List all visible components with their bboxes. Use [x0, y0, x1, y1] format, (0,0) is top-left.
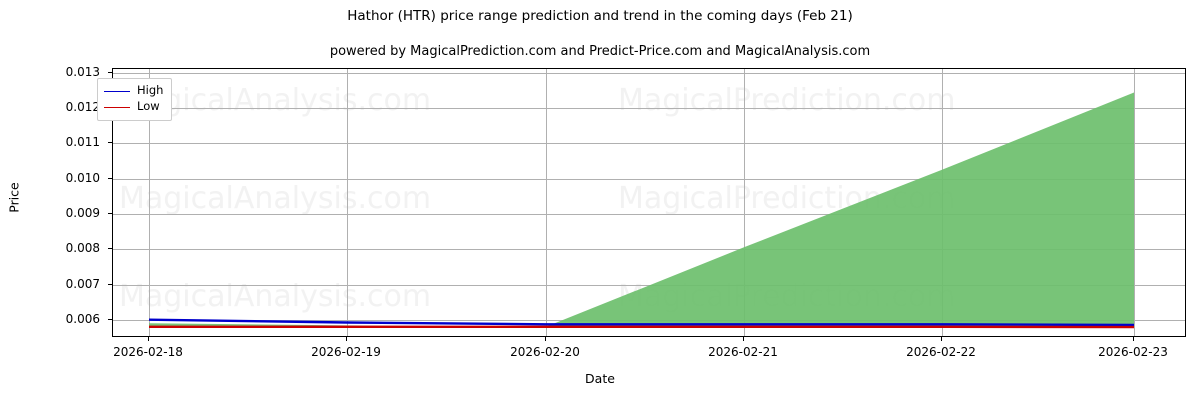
ytick-mark [108, 248, 112, 249]
xtick-mark [545, 337, 546, 341]
ytick-mark [108, 142, 112, 143]
plot-inner: MagicalAnalysis.com MagicalPrediction.co… [113, 69, 1185, 336]
gridline-x-2026-02-19 [347, 69, 348, 336]
plot-area: MagicalAnalysis.com MagicalPrediction.co… [112, 68, 1186, 337]
gridline-x-2026-02-21 [744, 69, 745, 336]
chart-subtitle: powered by MagicalPrediction.com and Pre… [329, 44, 871, 59]
series-layer [148, 92, 1135, 329]
x-axis-title: Date [585, 371, 615, 386]
gridline-x-2026-02-23 [1134, 69, 1135, 336]
ytick-label-0.006: 0.006 [65, 312, 100, 326]
xtick-mark [1133, 337, 1134, 341]
series-line-high [148, 318, 1135, 327]
xtick-label-2026-02-19: 2026-02-19 [311, 345, 381, 359]
ytick-label-0.007: 0.007 [65, 277, 100, 291]
legend-line-icon-low [104, 106, 130, 108]
ytick-mark [108, 284, 112, 285]
legend-line-icon-high [104, 90, 130, 92]
chart-title: Hathor (HTR) price range prediction and … [347, 8, 853, 24]
legend-item-low[interactable]: Low [104, 99, 163, 115]
ytick-label-0.011: 0.011 [65, 135, 100, 149]
watermark-text: MagicalAnalysis.com [119, 279, 432, 314]
xtick-mark [941, 337, 942, 341]
legend-label-high: High [137, 83, 164, 98]
xtick-label-2026-02-22: 2026-02-22 [906, 345, 976, 359]
gridline-y-0.013 [113, 73, 1185, 74]
gridline-y-0.009 [113, 214, 1185, 215]
chart-legend: High Low [97, 78, 173, 121]
ytick-label-0.012: 0.012 [65, 100, 100, 114]
ytick-mark [108, 319, 112, 320]
legend-label-low: Low [137, 99, 160, 114]
ytick-label-0.008: 0.008 [65, 241, 100, 255]
ytick-mark [108, 72, 112, 73]
gridline-x-2026-02-20 [546, 69, 547, 336]
xtick-label-2026-02-20: 2026-02-20 [510, 345, 580, 359]
ytick-mark [108, 213, 112, 214]
xtick-label-2026-02-21: 2026-02-21 [708, 345, 778, 359]
ytick-label-0.009: 0.009 [65, 206, 100, 220]
xtick-mark [743, 337, 744, 341]
series-area-trend-band [149, 92, 1134, 328]
xtick-mark [148, 337, 149, 341]
gridline-y-0.008 [113, 249, 1185, 250]
gridline-y-0.011 [113, 143, 1185, 144]
gridline-y-0.012 [113, 108, 1185, 109]
ytick-label-0.013: 0.013 [65, 65, 100, 79]
xtick-label-2026-02-23: 2026-02-23 [1098, 345, 1168, 359]
ytick-label-0.010: 0.010 [65, 171, 100, 185]
ytick-mark [108, 178, 112, 179]
y-axis-title: Price [6, 182, 22, 213]
gridline-x-2026-02-18 [149, 69, 150, 336]
gridline-y-0.010 [113, 179, 1185, 180]
watermark-text: MagicalPrediction.com [618, 83, 956, 118]
legend-item-high[interactable]: High [104, 83, 163, 99]
xtick-label-2026-02-18: 2026-02-18 [113, 345, 183, 359]
xtick-mark [346, 337, 347, 341]
watermark-text: MagicalAnalysis.com [119, 181, 432, 216]
